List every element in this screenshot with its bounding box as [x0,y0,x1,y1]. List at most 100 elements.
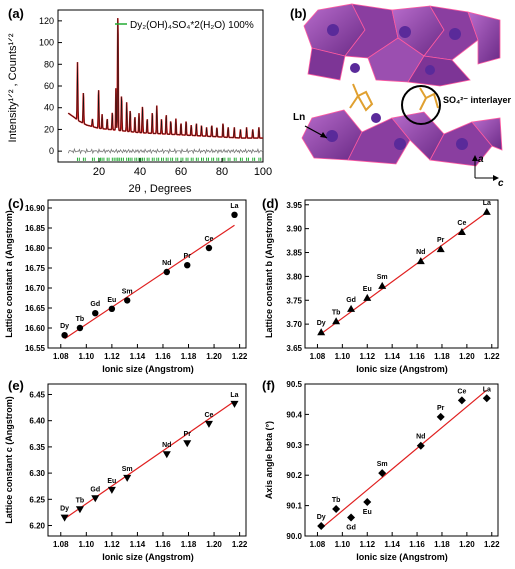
e-plot-frame [47,383,247,537]
axis-a-label: a [478,154,484,165]
panel-label-b: (b) [290,6,307,21]
x-tick-label: 1.10 [79,352,95,361]
xrd-data [67,18,264,161]
sulfate-highlight-circle [401,85,441,125]
x-tick-label: 1.18 [434,352,450,361]
fit-line [320,389,488,529]
data-point [205,244,213,252]
y-tick-label: 16.85 [25,224,46,233]
plot-e: 1.08 1.10 1.12 1.14 1.16 1.18 1.20 1.22 6.20 6.25… [29,390,248,549]
y-tick-label: 3.80 [286,272,302,281]
point-label: Eu [363,286,372,293]
x-tick-label: 1.10 [79,540,95,549]
panel-f: (f) 1.08 1.10 1.12 1.14 1.16 1.18 1.20 1.22 90.0… [262,378,500,562]
observed-profile [68,18,263,139]
point-label: Dy [317,320,326,327]
x-tick-label: 1.14 [384,540,400,549]
x-tick-label: 1.18 [181,352,197,361]
point-label: La [230,203,238,210]
plot-f: 1.08 1.10 1.12 1.14 1.16 1.18 1.20 1.22 90.0 90.1… [286,380,500,549]
ln-label: Ln [293,112,305,123]
y-tick-label: 3.85 [286,249,302,258]
y-tick-label: 16.80 [25,244,46,253]
data-point [457,227,466,235]
y-tick-label: 90.2 [286,471,302,480]
point-label: Nd [162,442,171,449]
point-label: Nd [416,434,425,441]
data-point [317,328,326,336]
x-tick-label: 1.10 [335,540,351,549]
x-tick-label: 100 [254,166,272,178]
data-point [60,514,69,522]
point-label: Nd [162,260,171,267]
point-label: Tb [76,316,85,323]
point-label: Ce [204,236,213,243]
polyhedra-bottom-row [301,109,503,167]
point-label: Sm [122,288,133,295]
point-label: La [230,392,238,399]
c-xlabel: Ionic size (Angstrom) [102,364,194,374]
x-tick-label: 1.22 [232,352,248,361]
panel-label-d: (d) [262,196,279,211]
data-point [230,400,239,408]
f-ylabel: Axis angle beta (°) [264,421,274,499]
point-label: Dy [317,514,326,521]
f-plot-frame [304,383,499,537]
x-tick-label: 1.14 [130,540,146,549]
x-tick-label: 1.18 [434,540,450,549]
data-point [162,451,171,459]
y-tick-label: 60 [44,81,54,91]
panel-a: (a) 20 40 60 80 100 0 20 40 60 80 100 120 Dy₂(OH)₄S… [7,6,272,195]
y-tick-label: 3.75 [286,296,302,305]
data-point [363,293,372,301]
point-label: Tb [76,497,85,504]
c-plot-frame [47,199,247,349]
y-tick-label: 90.1 [286,502,302,511]
point-label: Gd [90,301,100,308]
point-label: Sm [377,274,388,281]
ln-arrowhead [320,132,327,138]
data-point [75,506,84,514]
x-tick-label: 1.20 [459,352,475,361]
point-label: Pr [184,431,192,438]
point-label: Sm [122,466,133,473]
x-tick-label: 1.14 [384,352,400,361]
panel-b: (b) [290,3,512,189]
data-point [107,486,116,494]
y-tick-label: 40 [44,103,54,113]
data-point [332,317,341,325]
data-point [92,310,99,317]
point-label: Ce [204,412,213,419]
data-point [123,474,132,482]
plot-d: 1.08 1.10 1.12 1.14 1.16 1.18 1.20 1.22 3.65 3.70… [286,200,500,361]
data-point [231,211,238,218]
x-tick-label: 1.16 [409,352,425,361]
x-tick-label: 80 [216,166,228,178]
y-tick-label: 16.65 [25,304,46,313]
y-tick-label: 20 [44,124,54,134]
point-label: Ce [457,388,466,395]
x-tick-label: 1.12 [359,352,375,361]
y-tick-label: 3.70 [286,320,302,329]
point-label: Dy [60,323,69,330]
x-tick-label: 1.12 [104,540,120,549]
y-tick-label: 90.4 [286,410,302,419]
data-point [184,262,191,269]
data-point [363,497,372,506]
y-tick-label: 80 [44,59,54,69]
y-tick-label: 3.90 [286,225,302,234]
data-point [317,521,326,530]
panel-label-a: (a) [8,6,24,21]
point-label: Pr [437,237,445,244]
x-tick-label: 1.22 [484,540,500,549]
y-tick-label: 90.0 [286,532,302,541]
point-label: Sm [377,461,388,468]
data-point [482,207,491,215]
d-plot-frame [304,199,499,349]
point-label: Eu [107,297,116,304]
data-point [416,441,425,450]
x-tick-label: 40 [134,166,146,178]
point-label: Tb [332,309,341,316]
xrd-ylabel: Intensity¹ᐟ² , Counts¹ᐟ² [7,33,19,142]
